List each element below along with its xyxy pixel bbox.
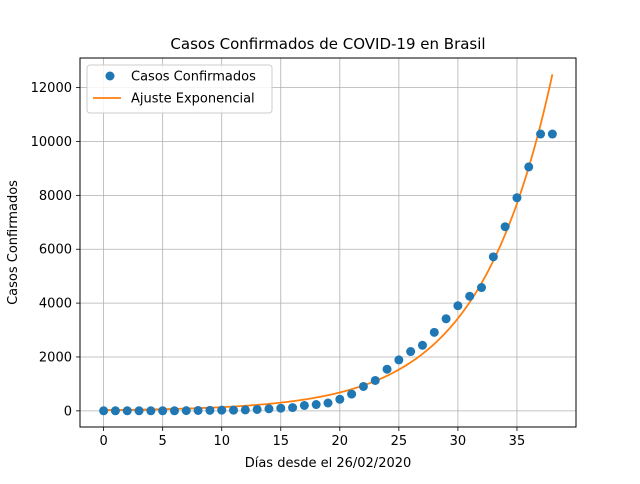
legend-label-ajuste-exponencial: Ajuste Exponencial (131, 92, 255, 107)
data-point (252, 404, 262, 414)
data-point (358, 381, 368, 391)
data-point (488, 252, 498, 262)
x-axis: 0 5 10 15 20 25 30 35 (99, 427, 525, 449)
data-point (441, 314, 451, 324)
x-axis-label: Días desde el 26/02/2020 (245, 456, 412, 471)
y-tick-label: 0 (64, 404, 72, 419)
legend-label-casos-confirmados: Casos Confirmados (131, 70, 256, 85)
data-point (536, 129, 546, 139)
data-point (169, 406, 179, 416)
data-point (193, 405, 203, 415)
data-point (500, 222, 510, 232)
data-point (394, 355, 404, 365)
data-point (99, 406, 109, 416)
data-point (406, 347, 416, 357)
data-point (347, 389, 357, 399)
data-point (181, 406, 191, 416)
data-point (453, 301, 463, 311)
data-point (288, 403, 298, 413)
y-tick-label: 6000 (39, 243, 72, 258)
data-point (311, 400, 321, 410)
data-points-layer (99, 129, 557, 416)
data-point (110, 406, 120, 416)
x-tick-label: 25 (391, 434, 408, 449)
x-tick-label: 15 (272, 434, 289, 449)
data-point (335, 394, 345, 404)
data-point (429, 327, 439, 337)
y-tick-label: 12000 (31, 81, 72, 96)
y-axis: 0 2000 4000 6000 8000 10000 12000 (31, 81, 80, 419)
y-tick-label: 10000 (31, 135, 72, 150)
data-point (134, 406, 144, 416)
data-point (524, 162, 534, 172)
x-tick-label: 30 (450, 434, 467, 449)
data-point (229, 405, 239, 415)
y-tick-label: 4000 (39, 297, 72, 312)
y-tick-label: 8000 (39, 189, 72, 204)
data-point (146, 406, 156, 416)
legend-marker-casos-confirmados (105, 71, 115, 81)
data-point (477, 283, 487, 293)
chart-title: Casos Confirmados de COVID-19 en Brasil (170, 35, 485, 53)
data-point (158, 406, 168, 416)
data-point (240, 405, 250, 415)
x-tick-label: 20 (332, 434, 349, 449)
x-tick-label: 0 (99, 434, 107, 449)
plot-frame (79, 57, 577, 428)
data-point (276, 403, 286, 413)
data-point (547, 129, 557, 139)
y-tick-label: 2000 (39, 350, 72, 365)
data-point (217, 405, 227, 415)
data-point (465, 291, 475, 301)
data-point (122, 406, 132, 416)
data-point (417, 340, 427, 350)
data-point (205, 405, 215, 415)
x-tick-label: 10 (213, 434, 230, 449)
data-point (264, 404, 274, 414)
legend-box (86, 64, 273, 114)
legend: Casos Confirmados Ajuste Exponencial (86, 64, 273, 114)
data-point (323, 398, 333, 408)
x-tick-label: 5 (159, 434, 167, 449)
y-axis-label: Casos Confirmados (6, 180, 21, 305)
data-point (299, 400, 309, 410)
x-tick-label: 35 (509, 434, 526, 449)
data-point (512, 193, 522, 203)
data-point (370, 375, 380, 385)
data-point (382, 364, 392, 374)
